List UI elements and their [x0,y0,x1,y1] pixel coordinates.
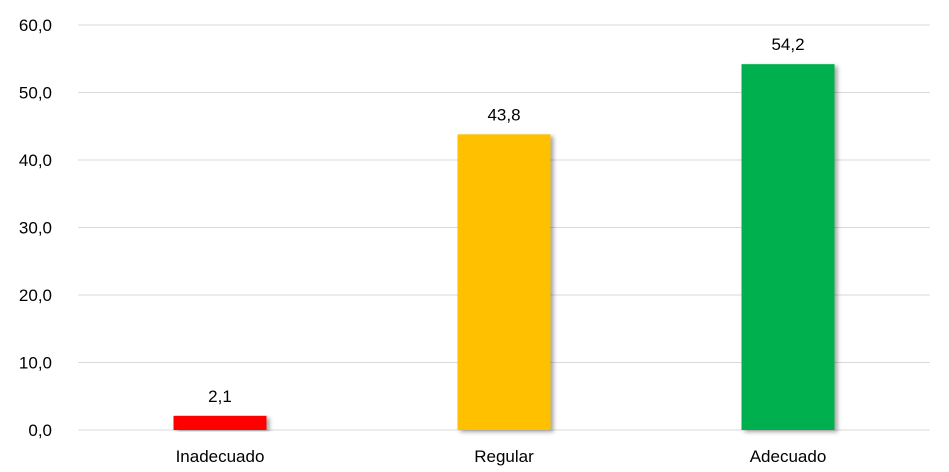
y-tick-label: 10,0 [19,354,52,373]
bar-inadecuado [173,415,267,430]
x-axis-category-labels: Inadecuado Regular Adecuado [176,447,827,466]
y-tick-label: 60,0 [19,16,52,35]
data-labels: 2,1 43,8 54,2 [208,35,804,406]
y-tick-label: 50,0 [19,84,52,103]
y-axis-tick-labels: 0,0 10,0 20,0 30,0 40,0 50,0 60,0 [19,16,52,440]
data-label: 2,1 [208,387,232,406]
y-tick-label: 40,0 [19,151,52,170]
data-label: 43,8 [487,105,520,124]
y-tick-label: 20,0 [19,286,52,305]
bar-adecuado [741,64,835,431]
category-label: Adecuado [750,447,827,466]
category-label: Inadecuado [176,447,265,466]
bars [173,64,835,431]
y-tick-label: 30,0 [19,219,52,238]
y-tick-label: 0,0 [28,421,52,440]
data-label: 54,2 [771,35,804,54]
bar-regular [457,134,551,430]
category-label: Regular [474,447,534,466]
